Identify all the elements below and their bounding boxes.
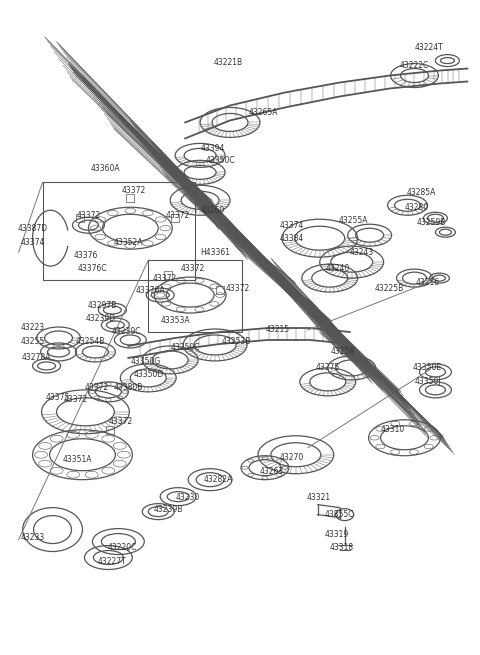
Text: 43250C: 43250C	[170, 343, 200, 352]
Text: 43350G: 43350G	[130, 358, 160, 366]
Text: 43372: 43372	[226, 284, 250, 293]
Text: 43260: 43260	[201, 206, 225, 215]
Text: 43239B: 43239B	[154, 505, 183, 514]
Text: 43374: 43374	[21, 238, 45, 247]
Text: 43221B: 43221B	[214, 58, 242, 67]
Text: 43372: 43372	[76, 211, 101, 219]
Text: 43227T: 43227T	[98, 557, 127, 566]
Text: 43375: 43375	[45, 394, 70, 402]
Text: 43243: 43243	[349, 248, 374, 257]
Text: 43372: 43372	[181, 263, 205, 272]
Text: 43275: 43275	[316, 364, 340, 373]
Text: 43254B: 43254B	[76, 337, 105, 346]
Text: 43225B: 43225B	[375, 284, 404, 293]
Text: 43220C: 43220C	[108, 543, 137, 552]
Bar	[171, 214, 179, 222]
Text: 43230: 43230	[176, 493, 200, 502]
Text: 43282A: 43282A	[204, 475, 233, 484]
Bar	[107, 426, 114, 434]
Text: 43376A: 43376A	[135, 286, 165, 295]
Text: 43380B: 43380B	[114, 383, 143, 392]
Bar	[126, 195, 134, 202]
Bar	[43, 182, 195, 280]
Text: 43372: 43372	[121, 186, 145, 195]
Text: 43372: 43372	[166, 211, 190, 219]
Text: 43233: 43233	[21, 533, 45, 542]
Text: 43376C: 43376C	[78, 263, 107, 272]
Bar	[76, 214, 84, 222]
Text: 43255: 43255	[21, 337, 45, 346]
Text: 43280: 43280	[405, 203, 429, 212]
Text: H43361: H43361	[200, 248, 230, 257]
Text: 43239D: 43239D	[85, 314, 116, 322]
Text: 43318: 43318	[330, 543, 354, 552]
Text: 43239C: 43239C	[111, 328, 141, 337]
Text: 43350J: 43350J	[414, 377, 441, 386]
Text: 43216: 43216	[415, 278, 440, 287]
Text: 43372: 43372	[153, 274, 177, 282]
Text: 43360A: 43360A	[91, 164, 120, 173]
Text: 43376: 43376	[73, 251, 97, 259]
Text: 43297B: 43297B	[88, 301, 117, 310]
Text: 43855C: 43855C	[325, 510, 354, 519]
Text: 43253B: 43253B	[221, 337, 251, 346]
Text: 43351A: 43351A	[63, 455, 92, 464]
Text: 43285A: 43285A	[407, 188, 436, 196]
Text: 43263: 43263	[260, 467, 284, 476]
Text: 43224T: 43224T	[415, 43, 444, 52]
Text: 43353A: 43353A	[160, 316, 190, 324]
Text: 43222C: 43222C	[400, 61, 429, 70]
Text: 43223: 43223	[21, 324, 45, 333]
Bar	[148, 260, 242, 332]
Text: 43259B: 43259B	[417, 217, 446, 227]
Text: 43321: 43321	[307, 493, 331, 502]
Text: 43372: 43372	[108, 417, 132, 426]
Text: 43255A: 43255A	[339, 215, 369, 225]
Text: 43278A: 43278A	[22, 354, 51, 362]
Text: 43350D: 43350D	[133, 370, 163, 379]
Text: 43372: 43372	[84, 383, 108, 392]
Text: 43350C: 43350C	[205, 156, 235, 165]
Text: 43352A: 43352A	[114, 238, 143, 247]
Text: 43310: 43310	[381, 425, 405, 434]
Text: 43374: 43374	[280, 221, 304, 230]
Text: 43265A: 43265A	[248, 108, 278, 117]
Text: 43270: 43270	[280, 453, 304, 462]
Text: 43394: 43394	[201, 144, 225, 153]
Bar	[164, 271, 172, 279]
Text: 43240: 43240	[325, 263, 350, 272]
Text: 43215: 43215	[266, 326, 290, 335]
Bar	[216, 286, 224, 294]
Text: 43319: 43319	[324, 530, 349, 539]
Text: 43350E: 43350E	[413, 364, 442, 373]
Text: 43258: 43258	[331, 347, 355, 356]
Text: 43384: 43384	[280, 234, 304, 243]
Text: 43387D: 43387D	[18, 224, 48, 233]
Text: 43372: 43372	[63, 396, 88, 404]
